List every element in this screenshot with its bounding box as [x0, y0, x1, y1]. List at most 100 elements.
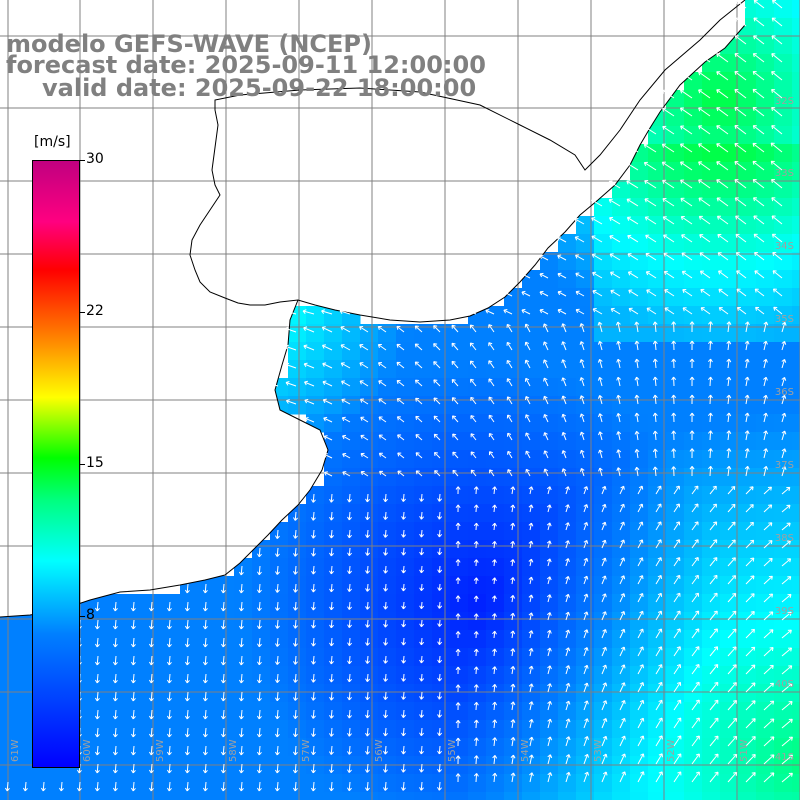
wind-arrow — [528, 718, 534, 729]
wind-arrow — [734, 89, 747, 99]
wind-arrow — [709, 503, 717, 513]
wind-arrow — [321, 309, 333, 315]
wind-arrow — [601, 700, 608, 711]
wind-arrow — [303, 362, 315, 369]
wind-arrow — [727, 771, 738, 783]
wind-arrow — [763, 772, 775, 783]
wind-arrow — [745, 628, 755, 639]
field-cell — [414, 630, 433, 649]
field-cell — [306, 378, 325, 397]
field-cell — [648, 234, 667, 253]
field-cell — [540, 630, 559, 649]
wind-arrow — [365, 781, 370, 791]
field-cell — [576, 738, 595, 757]
field-cell — [756, 234, 775, 253]
wind-arrow — [256, 763, 262, 774]
wind-arrow — [528, 612, 534, 621]
wind-arrow — [510, 701, 516, 711]
field-cell — [720, 198, 739, 217]
wind-arrow — [292, 763, 298, 774]
field-cell — [342, 630, 361, 649]
wind-arrow — [365, 529, 371, 538]
field-cell — [486, 306, 505, 325]
wind-arrow — [682, 289, 693, 297]
field-cell — [450, 504, 469, 523]
wind-arrow — [256, 709, 262, 720]
wind-arrow — [691, 485, 699, 495]
field-cell — [576, 396, 595, 415]
field-cell — [648, 774, 667, 793]
longitude-label: 53W — [593, 739, 604, 762]
wind-arrow — [488, 342, 495, 351]
wind-arrow — [433, 397, 441, 405]
wind-arrow — [601, 611, 607, 621]
wind-arrow — [274, 763, 280, 774]
wind-arrow — [419, 601, 425, 610]
wind-arrow — [489, 469, 495, 477]
field-cell — [612, 360, 631, 379]
wind-arrow — [616, 358, 622, 369]
wind-arrow — [311, 619, 316, 629]
field-cell — [738, 612, 757, 631]
wind-arrow — [691, 735, 700, 747]
wind-arrow — [342, 434, 351, 441]
field-cell — [648, 450, 667, 469]
wind-arrow — [293, 727, 298, 738]
wind-arrow — [528, 647, 534, 657]
field-cell — [288, 792, 307, 800]
colorbar-unit: [m/s] — [34, 134, 71, 150]
wind-arrow — [619, 503, 625, 513]
field-cell — [702, 288, 721, 307]
field-cell — [792, 72, 800, 91]
wind-arrow — [637, 717, 645, 729]
wind-arrow — [671, 412, 677, 423]
wind-arrow — [734, 71, 747, 81]
field-cell — [0, 648, 19, 667]
field-cell — [648, 684, 667, 703]
wind-arrow — [452, 451, 459, 459]
field-cell — [486, 540, 505, 559]
wind-arrow — [467, 309, 477, 315]
field-cell — [738, 180, 757, 199]
wind-arrow — [528, 754, 534, 765]
field-cell — [198, 774, 217, 793]
field-cell — [180, 594, 199, 613]
field-cell — [72, 792, 91, 800]
wind-arrow — [735, 215, 747, 225]
wind-arrow — [419, 781, 424, 791]
field-cell — [756, 648, 775, 667]
wind-arrow — [592, 271, 603, 279]
wind-arrow — [744, 394, 750, 405]
wind-arrow — [655, 610, 663, 621]
field-cell — [486, 594, 505, 613]
wind-arrow — [691, 753, 700, 765]
field-cell — [342, 792, 361, 800]
wind-arrow — [753, 0, 765, 9]
field-cell — [126, 666, 145, 685]
field-cell — [684, 774, 703, 793]
wind-arrow — [414, 325, 423, 333]
wind-arrow — [148, 763, 154, 774]
field-cell — [612, 198, 631, 217]
wind-arrow — [663, 270, 675, 279]
field-cell — [360, 612, 379, 631]
field-cell — [18, 738, 37, 757]
wind-arrow — [662, 216, 675, 225]
wind-arrow — [709, 610, 718, 621]
wind-arrow — [727, 485, 736, 495]
wind-arrow — [415, 415, 423, 423]
field-cell — [648, 180, 667, 199]
field-cell — [18, 720, 37, 739]
field-cell — [396, 702, 415, 721]
field-cell — [738, 324, 757, 343]
field-cell — [612, 486, 631, 505]
wind-arrow — [583, 593, 589, 603]
field-cell — [360, 324, 379, 343]
wind-arrow — [744, 465, 750, 477]
field-cell — [720, 144, 739, 163]
wind-arrow — [662, 125, 675, 135]
field-cell — [756, 72, 775, 91]
wind-arrow — [76, 781, 82, 792]
field-cell — [324, 774, 343, 793]
wind-arrow — [781, 629, 792, 639]
